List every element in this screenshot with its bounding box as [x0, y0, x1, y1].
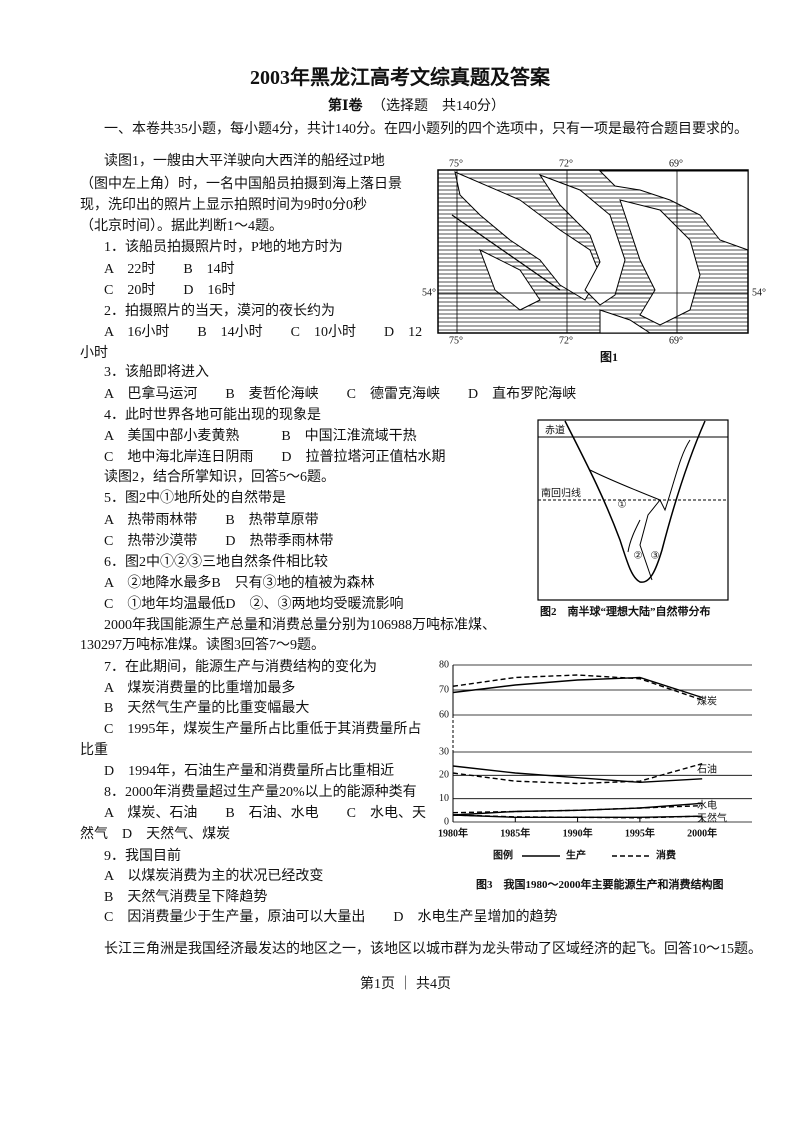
- y-tick-label: 80: [439, 659, 449, 670]
- production-line: [452, 765, 703, 784]
- y-tick-label: 10: [439, 793, 449, 804]
- title: 2003年黑龙江高考文综真题及答案: [250, 67, 550, 89]
- legend-label: 生产: [566, 848, 586, 861]
- y-tick-label: 20: [439, 770, 449, 781]
- zone-marker: ③: [651, 550, 660, 561]
- text-line: C 热带沙漠带 D 热带季雨林带: [104, 534, 334, 549]
- longitude-label: 69°: [669, 158, 683, 169]
- text-line: 6．图2中①②③三地自然条件相比较: [104, 555, 328, 570]
- text-line: A 煤炭、石油 B 石油、水电 C 水电、天: [104, 806, 427, 821]
- text-line: 3．该船即将进入: [104, 365, 209, 380]
- text-line: 2000年我国能源生产总量和消费总量分别为106988万吨标准煤、: [104, 618, 496, 633]
- series-label: 石油: [697, 762, 717, 775]
- section-note: （选择题 共140分）: [372, 99, 505, 114]
- text-line: 2．拍摄照片的当天，漠河的夜长约为: [104, 304, 335, 319]
- x-tick-label: 2000年: [687, 826, 717, 839]
- text-line: A 16小时 B 14小时 C 10小时 D 12: [104, 325, 423, 340]
- text-line: 1．该船员拍摄照片时，P地的地方时为: [104, 240, 343, 255]
- footer: 第1页 ｜ 共4页: [360, 977, 451, 992]
- text-line: 130297万吨标准煤。读图3回答7～9题。: [80, 638, 325, 653]
- text-line: 5．图2中①地所处的自然带是: [104, 491, 286, 506]
- consumption-line: [452, 762, 703, 785]
- text-line: B 天然气消费呈下降趋势: [104, 890, 268, 905]
- text-line: 长江三角洲是我国经济最发达的地区之一，该地区以城市群为龙头带动了区域经济的起飞。…: [104, 942, 762, 957]
- zone-marker: ②: [634, 550, 643, 561]
- text-line: （图中左上角）时，一名中国船员拍摄到海上落日景: [80, 177, 402, 192]
- longitude-label: 75°: [449, 158, 463, 169]
- y-tick-label: 0: [444, 816, 449, 827]
- text-line: A ②地降水最多B 只有③地的植被为森林: [104, 576, 375, 591]
- y-tick-label: 60: [439, 709, 449, 720]
- text-line: 然气 D 天然气、煤炭: [80, 827, 231, 842]
- section-label: 第Ⅰ卷: [328, 99, 363, 114]
- legend-title: 图例: [493, 848, 513, 861]
- text-line: B 天然气生产量的比重变幅最大: [104, 701, 310, 716]
- consumption-line: [452, 674, 703, 701]
- text-line: D 1994年，石油生产量和消费量所占比重相近: [104, 764, 395, 779]
- fig2-caption: 图2 南半球“理想大陆”自然带分布: [540, 606, 711, 618]
- latitude-label: 54°: [752, 287, 766, 298]
- text-line: 8．2000年消费量超过生产量20%以上的能源种类有: [104, 785, 417, 800]
- longitude-label: 75°: [449, 335, 463, 346]
- text-line: 读图2，结合所掌知识，回答5～6题。: [104, 470, 335, 485]
- text-line: C 1995年，煤炭生产量所占比重低于其消费量所占: [104, 722, 422, 737]
- y-tick-label: 70: [439, 684, 449, 695]
- series-label: 天然气: [697, 811, 727, 824]
- longitude-label: 69°: [669, 335, 683, 346]
- energy-chart: 0 10 20 30 60 70 80 1980年 1985年 1990年 1995年 2000年 煤炭…: [438, 659, 752, 861]
- text-line: A 巴拿马运河 B 麦哲伦海峡 C 德雷克海峡 D 直布罗陀海峡: [104, 387, 577, 402]
- y-tick-label: 30: [439, 746, 449, 757]
- text-line: （北京时间）。据此判断1～4题。: [80, 219, 283, 234]
- longitude-label: 72°: [559, 335, 573, 346]
- text-line: 9．我国目前: [104, 849, 181, 864]
- series-label: 煤炭: [697, 694, 717, 707]
- text-line: 小时: [80, 346, 108, 361]
- text-line: A 煤炭消费量的比重增加最多: [104, 681, 296, 696]
- equator-label: 赤道: [545, 423, 565, 436]
- consumption-line: [452, 804, 703, 814]
- text-line: 4．此时世界各地可能出现的现象是: [104, 408, 321, 423]
- text-line: C 20时 D 16时: [104, 283, 236, 298]
- fig3-caption: 图3 我国1980～2000年主要能源生产和消费结构图: [476, 879, 724, 891]
- fig1-caption: 图1: [600, 350, 619, 364]
- map: [437, 169, 749, 334]
- text-line: A 22时 B 14时: [104, 262, 235, 277]
- instruction: 一、本卷共35小题，每小题4分，共计140分。在四小题列的四个选项中，只有一项是…: [104, 122, 748, 137]
- text-line: A 美国中部小麦黄熟 B 中国江淮流域干热: [104, 429, 417, 444]
- zone-marker: ①: [618, 499, 627, 510]
- text-line: 读图1，一艘由大平洋驶向大西洋的船经过P地: [104, 154, 385, 169]
- longitude-label: 72°: [559, 158, 573, 169]
- x-tick-label: 1995年: [625, 826, 655, 839]
- production-line: [452, 676, 703, 699]
- tropic-label: 南回归线: [541, 486, 581, 499]
- production-line: [452, 802, 703, 816]
- continent-diagram: [537, 419, 729, 601]
- text-line: 7．在此期间，能源生产与消费结构的变化为: [104, 660, 377, 675]
- text-line: A 以煤炭消费为主的状况已经改变: [104, 869, 324, 884]
- text-line: 比重: [80, 743, 108, 758]
- x-tick-label: 1985年: [500, 826, 530, 839]
- latitude-label: 54°: [422, 287, 436, 298]
- text-line: A 热带雨林带 B 热带草原带: [104, 513, 319, 528]
- text-line: 现，洗印出的照片上显示拍照时间为9时0分0秒: [80, 198, 367, 213]
- text-line: C 因消费量少于生产量，原油可以大量出 D 水电生产呈增加的趋势: [104, 910, 558, 925]
- consumption-line: [452, 814, 703, 819]
- text-line: C 地中海北岸连日阴雨 D 拉普拉塔河正值枯水期: [104, 450, 446, 465]
- x-tick-label: 1980年: [438, 826, 468, 839]
- series-label: 水电: [697, 798, 717, 811]
- x-tick-label: 1990年: [563, 826, 593, 839]
- legend-label: 消费: [656, 848, 676, 861]
- text-line: C ①地年均温最低D ②、③两地均受暖流影响: [104, 597, 404, 612]
